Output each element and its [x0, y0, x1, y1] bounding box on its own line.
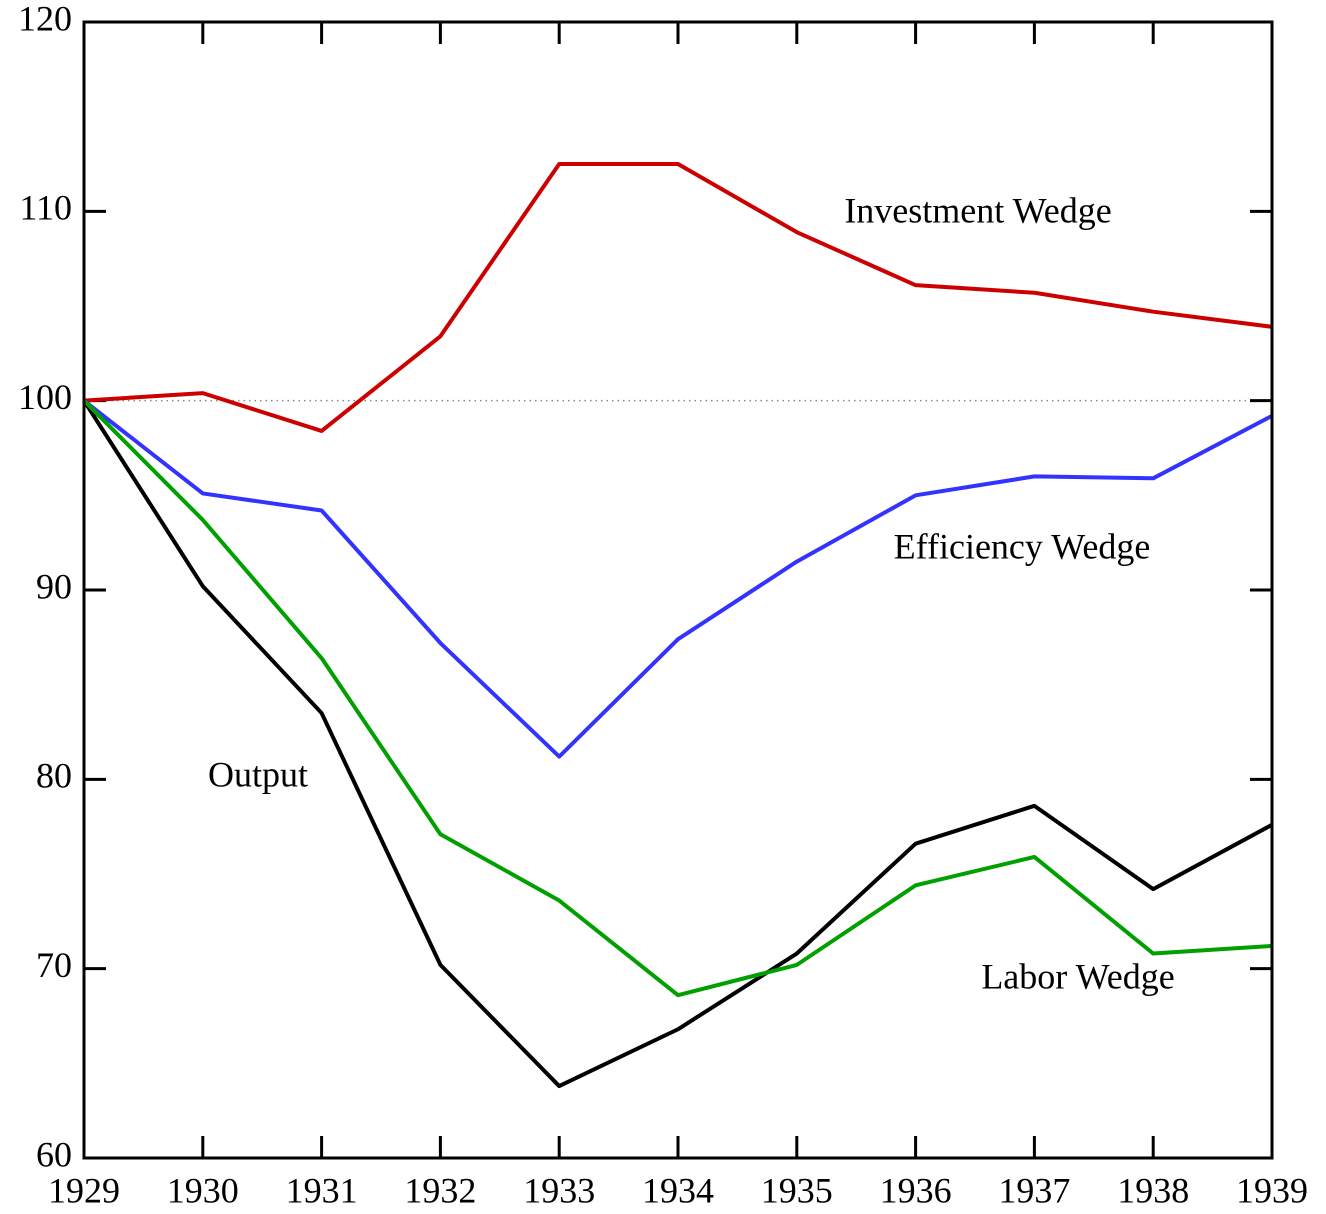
series-label: Output — [208, 754, 308, 794]
series-label: Investment Wedge — [844, 190, 1111, 230]
series-line — [82, 399, 1273, 759]
y-tick-label: 120 — [18, 0, 72, 38]
x-tick-label: 1936 — [880, 1170, 952, 1210]
y-tick-label: 70 — [36, 945, 72, 985]
x-tick-label: 1938 — [1117, 1170, 1189, 1210]
series-label: Efficiency Wedge — [894, 526, 1151, 566]
x-tick-label: 1929 — [48, 1170, 120, 1210]
x-tick-label: 1937 — [998, 1170, 1070, 1210]
y-tick-label: 60 — [36, 1134, 72, 1174]
x-tick-label: 1933 — [523, 1170, 595, 1210]
x-tick-label: 1930 — [167, 1170, 239, 1210]
series-line — [83, 162, 1273, 433]
series-label: Labor Wedge — [981, 956, 1174, 996]
x-tick-label: 1939 — [1236, 1170, 1308, 1210]
series-line — [82, 399, 1273, 1089]
y-tick-label: 80 — [36, 756, 72, 796]
x-tick-label: 1934 — [642, 1170, 714, 1210]
x-tick-label: 1931 — [286, 1170, 358, 1210]
series-line — [82, 399, 1273, 998]
y-tick-label: 110 — [19, 188, 72, 228]
x-tick-label: 1932 — [404, 1170, 476, 1210]
plot-frame — [82, 20, 1274, 1160]
y-tick-label: 90 — [36, 566, 72, 606]
y-tick-label: 100 — [18, 377, 72, 417]
x-tick-label: 1935 — [761, 1170, 833, 1210]
